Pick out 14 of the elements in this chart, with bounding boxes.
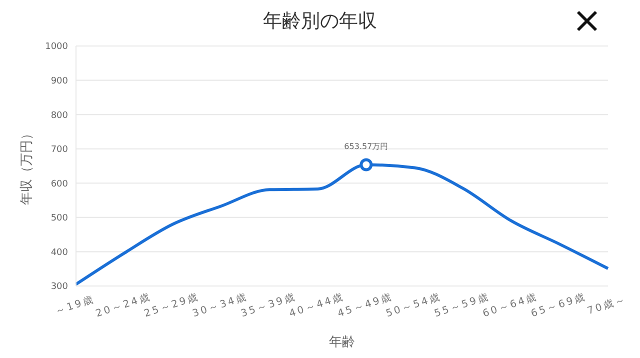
y-tick-label: 500 <box>50 214 68 224</box>
chart-title: 年齢別の年収 <box>262 9 378 34</box>
y-tick-label: 700 <box>50 145 68 156</box>
y-tick-label: 600 <box>50 179 68 190</box>
y-tick-label: 300 <box>50 282 68 292</box>
y-tick-label: 800 <box>50 110 68 121</box>
y-tick-label: 1000 <box>45 42 68 52</box>
y-tick-label: 900 <box>50 76 68 86</box>
y-tick-label: 400 <box>50 248 68 258</box>
data-label: 653.57万円 <box>344 142 388 151</box>
x-axis-title: 年齢 <box>329 335 355 350</box>
x-tick-label: 70歳～ <box>586 293 628 318</box>
x-tick-label: ～19歳 <box>54 293 96 318</box>
y-axis-title: 年収（万円） <box>20 127 35 205</box>
